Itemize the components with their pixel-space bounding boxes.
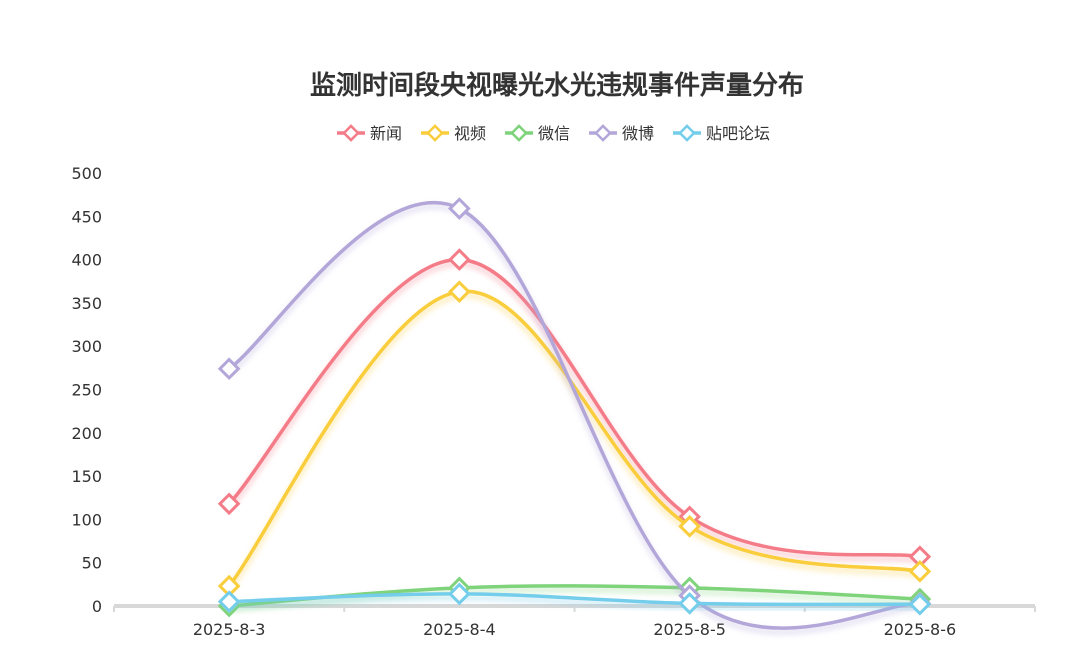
data-point[interactable] [678, 515, 701, 538]
series-line [227, 257, 922, 559]
legend-marker [678, 124, 696, 142]
series-line [227, 289, 922, 588]
y-tick-label: 300 [71, 337, 102, 356]
data-point[interactable] [217, 357, 241, 381]
legend-label: 新闻 [370, 124, 402, 143]
data-point[interactable] [217, 492, 241, 516]
legend-marker [594, 124, 612, 142]
series-line-shadow [226, 292, 921, 593]
data-point[interactable] [448, 248, 471, 271]
y-tick-label: 400 [71, 251, 102, 270]
y-tick-label: 100 [71, 510, 102, 529]
series-贴吧论坛 [217, 582, 932, 616]
series-layer [217, 197, 932, 636]
series-新闻 [217, 248, 932, 568]
y-tick-label: 50 [82, 554, 102, 573]
data-point[interactable] [908, 560, 932, 583]
series-line-shadow [229, 594, 920, 612]
y-tick-label: 0 [92, 597, 102, 616]
legend-marker [342, 124, 360, 142]
data-point[interactable] [908, 545, 932, 568]
data-point[interactable] [678, 592, 701, 615]
data-point[interactable] [448, 280, 471, 303]
y-tick-label: 350 [71, 294, 102, 313]
series-视频 [217, 280, 932, 598]
x-tick-label: 2025-8-5 [653, 620, 726, 639]
legend-marker [426, 124, 444, 142]
legend-label: 微信 [538, 124, 570, 143]
x-tick-label: 2025-8-3 [193, 620, 266, 639]
legend-item[interactable]: 微信 [505, 124, 570, 143]
x-tick-label: 2025-8-4 [423, 620, 496, 639]
data-point[interactable] [217, 574, 241, 598]
y-tick-label: 450 [71, 207, 102, 226]
y-tick-label: 500 [71, 164, 102, 183]
legend-label: 微博 [622, 124, 654, 143]
chart-title: 监测时间段央视曝光水光违规事件声量分布 [310, 70, 804, 101]
legend-label: 视频 [454, 124, 486, 143]
legend-marker [510, 124, 528, 142]
legend-label: 贴吧论坛 [706, 124, 770, 143]
series-line-shadow [226, 260, 921, 565]
data-point[interactable] [217, 590, 241, 613]
legend-item[interactable]: 新闻 [337, 124, 402, 143]
y-tick-label: 150 [71, 467, 102, 486]
data-point[interactable] [908, 592, 932, 616]
x-tick-label: 2025-8-6 [884, 620, 957, 639]
legend: 新闻 视频 微信 微博 贴吧论坛 [337, 124, 770, 143]
y-tick-label: 250 [71, 381, 102, 400]
series-line [227, 592, 922, 607]
legend-item[interactable]: 视频 [421, 124, 486, 143]
data-point[interactable] [448, 197, 471, 220]
y-axis: 0 50 100 150 200 250 300 350 400 450 500 [71, 164, 102, 616]
legend-item[interactable]: 贴吧论坛 [673, 124, 770, 143]
data-point[interactable] [448, 582, 471, 606]
y-tick-label: 200 [71, 424, 102, 443]
series-line [227, 200, 922, 630]
legend-item[interactable]: 微博 [589, 124, 654, 143]
